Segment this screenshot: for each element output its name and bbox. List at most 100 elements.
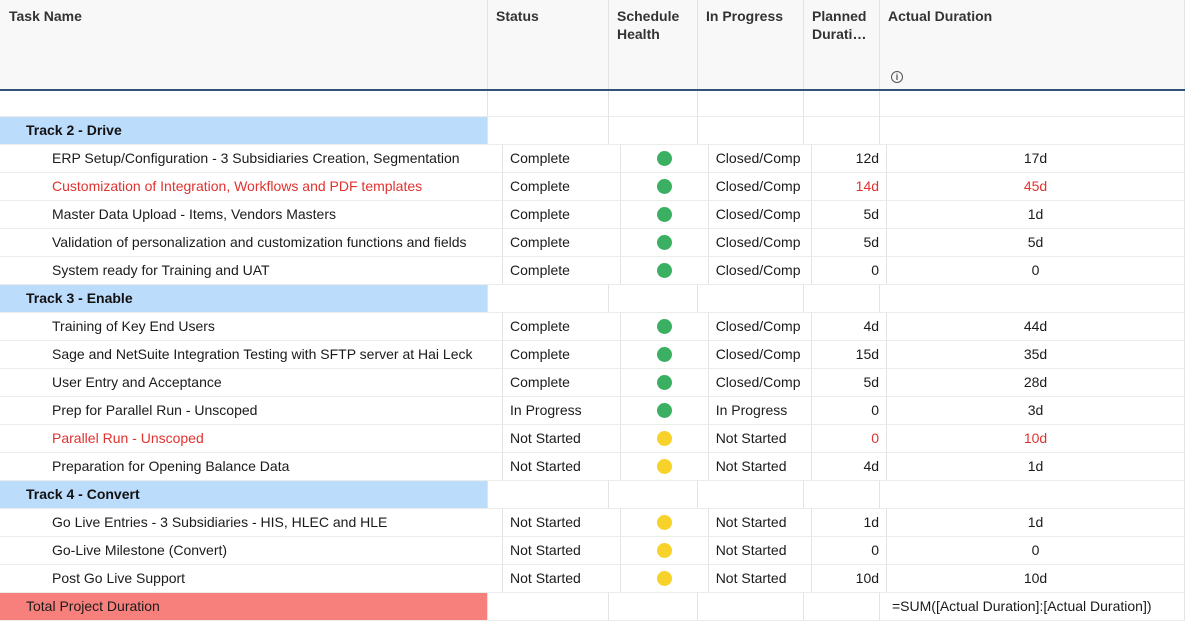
schedule-health-cell[interactable] xyxy=(621,341,709,368)
status-cell[interactable]: Complete xyxy=(503,313,622,340)
in-progress-cell[interactable] xyxy=(698,117,804,144)
in-progress-cell[interactable]: Not Started xyxy=(709,509,813,536)
in-progress-cell[interactable]: Not Started xyxy=(709,425,813,452)
status-cell[interactable]: Complete xyxy=(503,369,622,396)
task-name-cell[interactable]: Preparation for Opening Balance Data xyxy=(26,453,504,480)
in-progress-cell[interactable]: Not Started xyxy=(709,565,813,592)
status-cell[interactable]: In Progress xyxy=(503,397,622,424)
in-progress-cell[interactable]: Closed/Comp xyxy=(709,173,813,200)
schedule-health-cell[interactable] xyxy=(609,593,698,620)
planned-duration-cell[interactable] xyxy=(804,593,880,620)
planned-duration-cell[interactable]: 1d xyxy=(812,509,888,536)
actual-duration-cell[interactable]: 1d xyxy=(887,201,1185,228)
in-progress-cell[interactable]: Closed/Comp xyxy=(709,341,813,368)
status-cell[interactable]: Not Started xyxy=(503,425,622,452)
planned-duration-cell[interactable]: 5d xyxy=(812,369,888,396)
in-progress-cell[interactable]: Closed/Comp xyxy=(709,229,813,256)
planned-duration-cell[interactable]: 5d xyxy=(812,229,888,256)
cell[interactable] xyxy=(0,91,488,116)
task-name-cell[interactable]: Go-Live Milestone (Convert) xyxy=(26,537,504,564)
actual-duration-cell[interactable]: 0 xyxy=(887,537,1185,564)
actual-duration-cell[interactable]: 1d xyxy=(887,509,1185,536)
actual-duration-cell[interactable]: 1d xyxy=(887,453,1185,480)
schedule-health-cell[interactable] xyxy=(621,537,709,564)
column-header-in-progress[interactable]: In Progress xyxy=(698,0,804,89)
column-header-schedule-health[interactable]: Schedule Health xyxy=(609,0,698,89)
schedule-health-cell[interactable] xyxy=(621,397,709,424)
schedule-health-cell[interactable] xyxy=(621,453,709,480)
task-name-cell[interactable]: Prep for Parallel Run - Unscoped xyxy=(26,397,504,424)
task-name-cell[interactable]: Customization of Integration, Workflows … xyxy=(26,173,504,200)
task-name-cell[interactable]: User Entry and Acceptance xyxy=(26,369,504,396)
actual-duration-cell[interactable]: 35d xyxy=(887,341,1185,368)
task-name-cell[interactable]: System ready for Training and UAT xyxy=(26,257,504,284)
status-cell[interactable] xyxy=(488,481,609,508)
actual-duration-cell[interactable]: 10d xyxy=(887,425,1185,452)
column-header-planned-duration[interactable]: Planned Durati… xyxy=(804,0,880,89)
schedule-health-cell[interactable] xyxy=(621,313,709,340)
in-progress-cell[interactable]: Closed/Comp xyxy=(709,201,813,228)
task-name-cell[interactable]: Track 4 - Convert xyxy=(0,481,488,508)
planned-duration-cell[interactable]: 4d xyxy=(812,453,888,480)
status-cell[interactable]: Complete xyxy=(503,201,622,228)
column-header-task-name[interactable]: Task Name xyxy=(0,0,488,89)
schedule-health-cell[interactable] xyxy=(621,425,709,452)
planned-duration-cell[interactable]: 0 xyxy=(812,257,888,284)
schedule-health-cell[interactable] xyxy=(621,565,709,592)
schedule-health-cell[interactable] xyxy=(621,145,709,172)
schedule-health-cell[interactable] xyxy=(621,369,709,396)
in-progress-cell[interactable]: Closed/Comp xyxy=(709,257,813,284)
in-progress-cell[interactable]: Not Started xyxy=(709,537,813,564)
in-progress-cell[interactable]: Not Started xyxy=(709,453,813,480)
actual-duration-cell[interactable]: 28d xyxy=(887,369,1185,396)
cell[interactable] xyxy=(804,91,880,116)
status-cell[interactable]: Not Started xyxy=(503,537,622,564)
status-cell[interactable]: Not Started xyxy=(503,565,622,592)
task-name-cell[interactable]: Validation of personalization and custom… xyxy=(26,229,504,256)
task-name-cell[interactable]: Post Go Live Support xyxy=(26,565,504,592)
schedule-health-cell[interactable] xyxy=(621,201,709,228)
column-header-actual-duration[interactable]: Actual Duration i xyxy=(880,0,1185,89)
in-progress-cell[interactable]: Closed/Comp xyxy=(709,369,813,396)
planned-duration-cell[interactable]: 12d xyxy=(812,145,888,172)
planned-duration-cell[interactable]: 5d xyxy=(812,201,888,228)
cell[interactable] xyxy=(698,91,804,116)
actual-duration-cell[interactable] xyxy=(880,117,1185,144)
actual-duration-cell[interactable]: 5d xyxy=(887,229,1185,256)
planned-duration-cell[interactable]: 10d xyxy=(812,565,888,592)
actual-duration-cell[interactable]: 3d xyxy=(887,397,1185,424)
planned-duration-cell[interactable] xyxy=(804,285,880,312)
status-cell[interactable]: Complete xyxy=(503,173,622,200)
schedule-health-cell[interactable] xyxy=(609,285,698,312)
in-progress-cell[interactable] xyxy=(698,593,804,620)
in-progress-cell[interactable]: Closed/Comp xyxy=(709,313,813,340)
planned-duration-cell[interactable] xyxy=(804,117,880,144)
schedule-health-cell[interactable] xyxy=(621,173,709,200)
in-progress-cell[interactable]: Closed/Comp xyxy=(709,145,813,172)
schedule-health-cell[interactable] xyxy=(621,257,709,284)
actual-duration-cell[interactable]: 45d xyxy=(887,173,1185,200)
schedule-health-cell[interactable] xyxy=(621,229,709,256)
status-cell[interactable]: Complete xyxy=(503,341,622,368)
in-progress-cell[interactable]: In Progress xyxy=(709,397,813,424)
task-name-cell[interactable]: Total Project Duration xyxy=(0,593,488,620)
planned-duration-cell[interactable]: 14d xyxy=(812,173,888,200)
actual-duration-cell[interactable]: 0 xyxy=(887,257,1185,284)
task-name-cell[interactable]: Track 3 - Enable xyxy=(0,285,488,312)
planned-duration-cell[interactable]: 4d xyxy=(812,313,888,340)
cell[interactable] xyxy=(880,91,1185,116)
actual-duration-cell[interactable]: 44d xyxy=(887,313,1185,340)
column-header-status[interactable]: Status xyxy=(488,0,609,89)
in-progress-cell[interactable] xyxy=(698,285,804,312)
status-cell[interactable] xyxy=(488,117,609,144)
status-cell[interactable] xyxy=(488,285,609,312)
actual-duration-cell[interactable] xyxy=(880,285,1185,312)
planned-duration-cell[interactable]: 15d xyxy=(812,341,888,368)
planned-duration-cell[interactable]: 0 xyxy=(812,425,888,452)
task-name-cell[interactable]: Track 2 - Drive xyxy=(0,117,488,144)
status-cell[interactable]: Not Started xyxy=(503,453,622,480)
planned-duration-cell[interactable]: 0 xyxy=(812,397,888,424)
cell[interactable] xyxy=(488,91,609,116)
cell[interactable] xyxy=(609,91,698,116)
task-name-cell[interactable]: Go Live Entries - 3 Subsidiaries - HIS, … xyxy=(26,509,504,536)
